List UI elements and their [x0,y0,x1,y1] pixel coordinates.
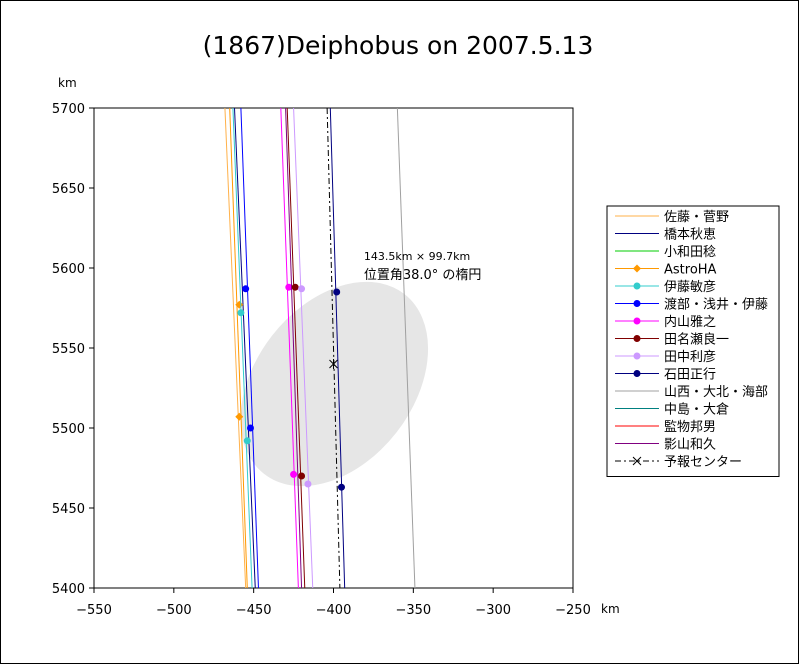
legend-label: 内山雅之 [664,314,716,330]
legend-label: 中島・大倉 [664,403,729,418]
legend-swatch-marker [633,282,641,290]
series-line-9 [329,108,346,588]
legend-label: AstroHA [664,263,717,278]
legend-item: 田名瀬良一 [615,332,729,348]
legend-label: 監物邦男 [664,419,716,435]
legend-item: 渡部・浅井・伊藤 [615,297,768,313]
y-tick-label: 5600 [52,262,85,277]
series-line-8 [293,108,314,588]
legend-label: 石田正行 [664,368,716,383]
y-tick-label: 5650 [52,182,85,197]
legend-item: 中島・大倉 [615,403,729,418]
legend-item: 小和田稔 [615,245,716,260]
legend-label: 橋本秋恵 [664,228,716,243]
legend-swatch-marker [633,300,641,307]
legend-label: 田名瀬良一 [664,332,729,348]
legend-label: 渡部・浅井・伊藤 [664,297,768,313]
legend-swatch-marker [632,456,642,466]
chart-title: (1867)Deiphobus on 2007.5.13 [203,31,594,60]
series-line-0 [224,108,247,588]
legend-item: 橋本秋恵 [615,228,716,243]
legend-swatch-marker [633,352,641,360]
series-line-3 [229,108,248,588]
legend-item: 石田正行 [615,368,716,383]
series-line-13 [285,108,303,588]
series-point-14-0 [329,359,338,369]
series-point-8-0 [298,285,306,293]
series-line-6 [280,108,299,588]
series-point-6-0 [285,283,293,291]
x-tick-label: −550 [76,603,112,618]
legend-label: 小和田稔 [664,245,716,260]
legend-label: 伊藤敏彦 [664,279,716,295]
legend-item: 予報センター [615,455,742,470]
series-line-4 [232,108,253,588]
legend-item: 田中利彦 [615,349,716,365]
series-point-9-0 [333,288,341,296]
y-tick-label: 5500 [52,422,85,437]
series-line-7 [286,108,306,588]
legend-swatch-marker [633,335,641,342]
x-tick-label: −300 [475,603,511,618]
y-axis-unit-label: km [58,76,77,90]
legend-item: 影山和久 [615,438,716,453]
series-point-4-1 [243,437,251,445]
legend-item: 伊藤敏彦 [615,279,716,295]
series-point-5-0 [242,285,250,293]
x-tick-label: −450 [236,603,272,618]
series-point-9-1 [337,483,345,491]
y-tick-label: 5550 [52,342,85,357]
series-line-5 [240,108,259,588]
series-point-7-0 [291,283,299,291]
legend-label: 田中利彦 [664,349,716,365]
legend-label: 影山和久 [664,438,716,453]
series-point-8-1 [304,480,312,488]
series-line-10 [396,108,416,588]
legend-label: 佐藤・菅野 [664,210,729,225]
legend-label: 山西・大北・海部 [664,385,768,400]
x-tick-label: −400 [316,603,352,618]
legend-item: AstroHA [615,263,717,278]
series-line-1 [234,108,256,588]
series-point-4-0 [237,309,245,317]
plot-content [224,108,430,588]
legend-swatch-marker [633,370,641,377]
x-tick-label: −250 [555,603,591,618]
y-tick-label: 5400 [52,582,85,597]
x-tick-label: −500 [156,603,192,618]
legend-item: 佐藤・菅野 [615,210,729,225]
x-axis-unit-label: km [601,602,620,616]
x-tick-label: −350 [395,603,431,618]
series-line-14 [326,108,341,588]
series-point-3-1 [235,412,244,421]
legend-swatch-marker [633,317,641,325]
legend-swatch-marker [633,264,641,273]
y-tick-label: 5450 [52,502,85,517]
series-point-5-1 [246,424,254,432]
series-point-7-1 [298,472,306,480]
annotation-size: 143.5km × 99.7km [364,250,470,263]
legend-item: 山西・大北・海部 [615,385,768,400]
annotation-angle: 位置角38.0° の楕円 [364,268,482,283]
legend-item: 監物邦男 [615,419,716,435]
y-tick-label: 5700 [52,102,85,117]
legend-label: 予報センター [664,455,742,470]
legend-item: 内山雅之 [615,314,716,330]
series-point-6-1 [290,470,298,478]
